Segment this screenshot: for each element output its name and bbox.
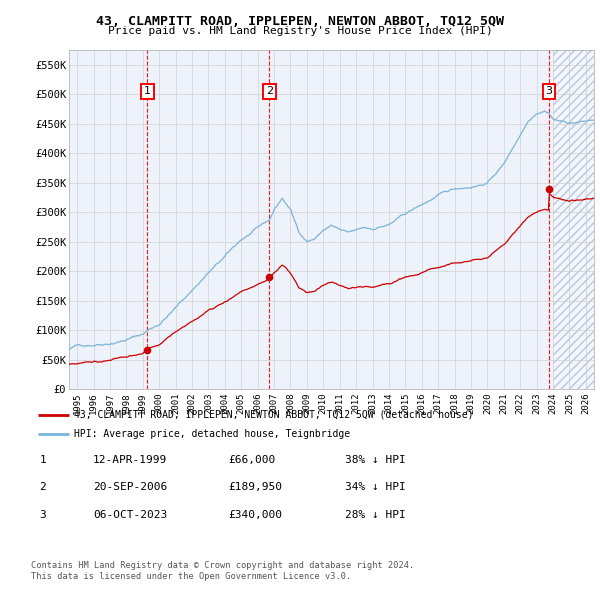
Text: 12-APR-1999: 12-APR-1999 — [93, 455, 167, 464]
Bar — [553, 50, 594, 389]
Text: £189,950: £189,950 — [228, 483, 282, 492]
Text: 43, CLAMPITT ROAD, IPPLEPEN, NEWTON ABBOT, TQ12 5QW: 43, CLAMPITT ROAD, IPPLEPEN, NEWTON ABBO… — [96, 15, 504, 28]
Text: £340,000: £340,000 — [228, 510, 282, 520]
Text: 38% ↓ HPI: 38% ↓ HPI — [345, 455, 406, 464]
Text: 2: 2 — [39, 483, 46, 492]
Text: Price paid vs. HM Land Registry's House Price Index (HPI): Price paid vs. HM Land Registry's House … — [107, 26, 493, 36]
Text: 20-SEP-2006: 20-SEP-2006 — [93, 483, 167, 492]
Text: 3: 3 — [39, 510, 46, 520]
Text: 34% ↓ HPI: 34% ↓ HPI — [345, 483, 406, 492]
Text: 1: 1 — [39, 455, 46, 464]
Text: 1: 1 — [144, 87, 151, 96]
Bar — [553, 50, 594, 389]
Text: 3: 3 — [545, 87, 553, 96]
Text: Contains HM Land Registry data © Crown copyright and database right 2024.: Contains HM Land Registry data © Crown c… — [31, 560, 415, 569]
Text: 43, CLAMPITT ROAD, IPPLEPEN, NEWTON ABBOT, TQ12 5QW (detached house): 43, CLAMPITT ROAD, IPPLEPEN, NEWTON ABBO… — [74, 410, 473, 420]
Text: HPI: Average price, detached house, Teignbridge: HPI: Average price, detached house, Teig… — [74, 429, 350, 438]
Text: 06-OCT-2023: 06-OCT-2023 — [93, 510, 167, 520]
Text: 2: 2 — [266, 87, 273, 96]
Text: £66,000: £66,000 — [228, 455, 275, 464]
Text: This data is licensed under the Open Government Licence v3.0.: This data is licensed under the Open Gov… — [31, 572, 352, 581]
Text: 28% ↓ HPI: 28% ↓ HPI — [345, 510, 406, 520]
